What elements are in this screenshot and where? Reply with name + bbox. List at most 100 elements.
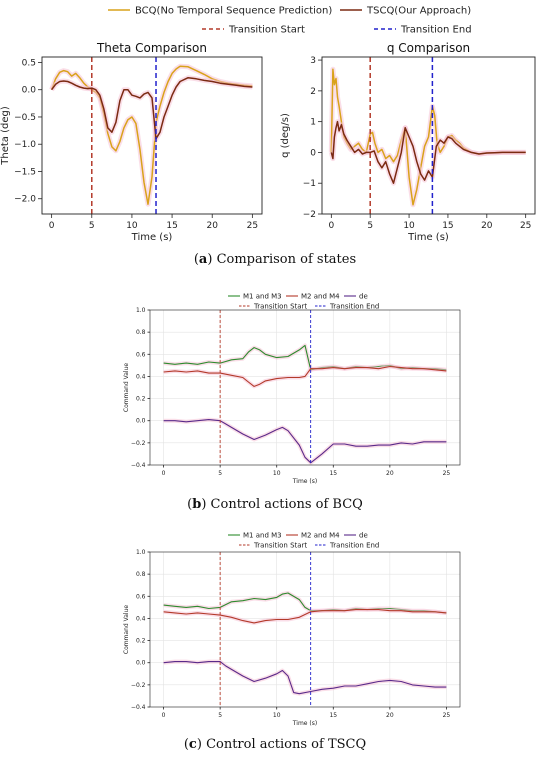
tscq-legend-label-transition-end: Transition End [329,542,379,550]
caption-a: (a) Comparison of states [193,252,357,267]
bcq-xtick-label-15: 15 [329,470,337,477]
tscq-xtick-label-5: 5 [218,712,222,719]
tscq-xtick-label-0: 0 [162,712,166,719]
bcq-legend-label-transition-end: Transition End [329,303,379,311]
tscq-axes-frame [149,551,461,708]
theta-ytick-label-0-5: 0.5 [22,58,36,68]
theta-y-axis-label: Theta (deg) [0,106,11,166]
q-chart-title: q Comparison [387,41,470,55]
theta-axes-frame [41,56,263,215]
tscq-series-de [163,661,447,695]
q-ytick-label-1: −1 [303,179,316,189]
q-xtick-label-20: 20 [481,221,493,231]
theta-chart-title: Theta Comparison [96,41,207,55]
tscq-ytick-label-0-8: 0.8 [136,571,146,578]
bcq-xtick-label-5: 5 [218,470,222,477]
theta-xtick-label-25: 25 [247,221,258,231]
tscq-series-halo-de [163,659,447,696]
q-xtick-label-25: 25 [520,221,531,231]
bcq-y-axis-label: Command Value [123,363,130,413]
bcq-legend-label-transition-start: Transition Start [253,303,307,311]
q-ytick-label-2: −2 [303,210,316,220]
theta-xtick-label-15: 15 [166,221,177,231]
q-axes-frame [321,56,536,215]
theta-series-tscq-our-approach [50,76,253,140]
theta-series-bcq-no-temporal-sequence-prediction [50,65,253,205]
legend-label-tscq-our-approach: TSCQ(Our Approach) [366,6,471,17]
tscq-legend-label-transition-start: Transition Start [253,542,307,550]
legend-label-transition-end: Transition End [400,25,472,36]
tscq-series-m2-and-m4 [163,609,447,624]
caption-b: (b) Control actions of BCQ [187,497,363,512]
tscq-ytick-label-0-6: 0.6 [136,593,146,600]
q-y-axis-label: q (deg/s) [280,113,291,158]
q-ytick-label-0: 0 [310,148,316,158]
theta-xtick-label-20: 20 [206,221,218,231]
tscq-ytick-label-1: 1.0 [136,549,146,556]
bcq-legend-label-de: de [359,293,368,301]
theta-comparison-plot: 0 5 10 15 20 25 0.5 0.0 −0.5 −1.0 −1.5 −2.0 Time (s)… [0,41,263,243]
tscq-series-halo-m2-and-m4 [163,607,447,625]
tscq-legend-label-m1-and-m3: M1 and M3 [243,532,282,540]
bcq-xtick-label-10: 10 [273,470,281,477]
bcq-ytick-label-0-4: 0.4 [136,373,146,380]
bcq-series-m2-and-m4 [163,365,447,387]
tscq-xtick-label-20: 20 [386,712,394,719]
q-series-bcq-no-temporal-sequence-prediction [330,68,526,206]
q-ytick-label-1: 1 [310,118,316,128]
theta-xtick-label-5: 5 [89,221,95,231]
tscq-ytick-label-0-4: −0.4 [131,704,146,711]
bcq-ytick-label-0: 0.0 [136,418,146,425]
bcq-ytick-label-0-2: −0.2 [131,440,146,447]
q-xtick-label-5: 5 [367,221,373,231]
bcq-xtick-label-25: 25 [443,470,451,477]
legend-label-transition-start: Transition Start [228,25,305,36]
bcq-xtick-label-0: 0 [162,470,166,477]
theta-ytick-label-1-5: −1.5 [14,167,36,177]
caption-c-letter: c [188,737,197,752]
bcq-ytick-label-0-4: −0.4 [131,462,146,469]
q-xtick-label-10: 10 [403,221,415,231]
theta-xtick-label-0: 0 [49,221,55,231]
tscq-legend-label-m2-and-m4: M2 and M4 [301,532,340,540]
top-legend: BCQ(No Temporal Sequence Prediction) TSCQ… [108,6,472,36]
bcq-x-axis-label: Time (s) [292,478,317,485]
theta-ytick-label-0: 0.0 [22,86,37,96]
theta-xtick-label-10: 10 [126,221,138,231]
caption-c-text: Control actions of TSCQ [206,737,367,752]
tscq-control-actions-plot: 0 5 10 15 20 25 1.0 0.8 0.6 0.4 0.2 0.0 −0.2 −0.4 Time… [123,532,461,727]
caption-b-text: Control actions of BCQ [210,497,363,512]
tscq-x-axis-label: Time (s) [292,720,317,727]
bcq-control-actions-plot: 0 5 10 15 20 25 1.0 0.8 0.6 0.4 0.2 0.0 −0.2 −0.4 Time… [123,293,461,485]
tscq-legend-label-de: de [359,532,368,540]
bcq-xtick-label-20: 20 [386,470,394,477]
q-xtick-label-15: 15 [442,221,453,231]
bcq-axes-frame [149,309,461,466]
q-ytick-label-2: 2 [310,87,316,97]
caption-a-text: Comparison of states [216,252,357,267]
theta-x-axis-label: Time (s) [131,232,173,243]
bcq-ytick-label-0-2: 0.2 [136,396,146,403]
theta-ytick-label-0-5: −0.5 [14,113,36,123]
caption-b-letter: b [192,497,202,512]
bcq-ytick-label-0-6: 0.6 [136,351,146,358]
bcq-ytick-label-1: 1.0 [136,307,146,314]
q-series-tscq-our-approach [330,120,526,184]
bcq-legend-label-m1-and-m3: M1 and M3 [243,293,282,301]
theta-ytick-label-2: −2.0 [14,195,36,205]
tscq-y-axis-label: Command Value [123,605,130,655]
tscq-xtick-label-10: 10 [273,712,281,719]
tscq-ytick-label-0: 0.0 [136,660,146,667]
q-ytick-label-3: 3 [310,56,316,66]
bcq-ytick-label-0-8: 0.8 [136,329,146,336]
q-xtick-label-0: 0 [328,221,334,231]
caption-a-letter: a [198,252,208,267]
tscq-ytick-label-0-2: 0.2 [136,638,146,645]
legend-label-bcq-no-temporal-sequence-prediction: BCQ(No Temporal Sequence Prediction) [135,6,332,17]
tscq-xtick-label-25: 25 [443,712,451,719]
theta-ytick-label-1: −1.0 [14,140,36,150]
tscq-ytick-label-0-4: 0.4 [136,615,146,622]
tscq-ytick-label-0-2: −0.2 [131,682,146,689]
